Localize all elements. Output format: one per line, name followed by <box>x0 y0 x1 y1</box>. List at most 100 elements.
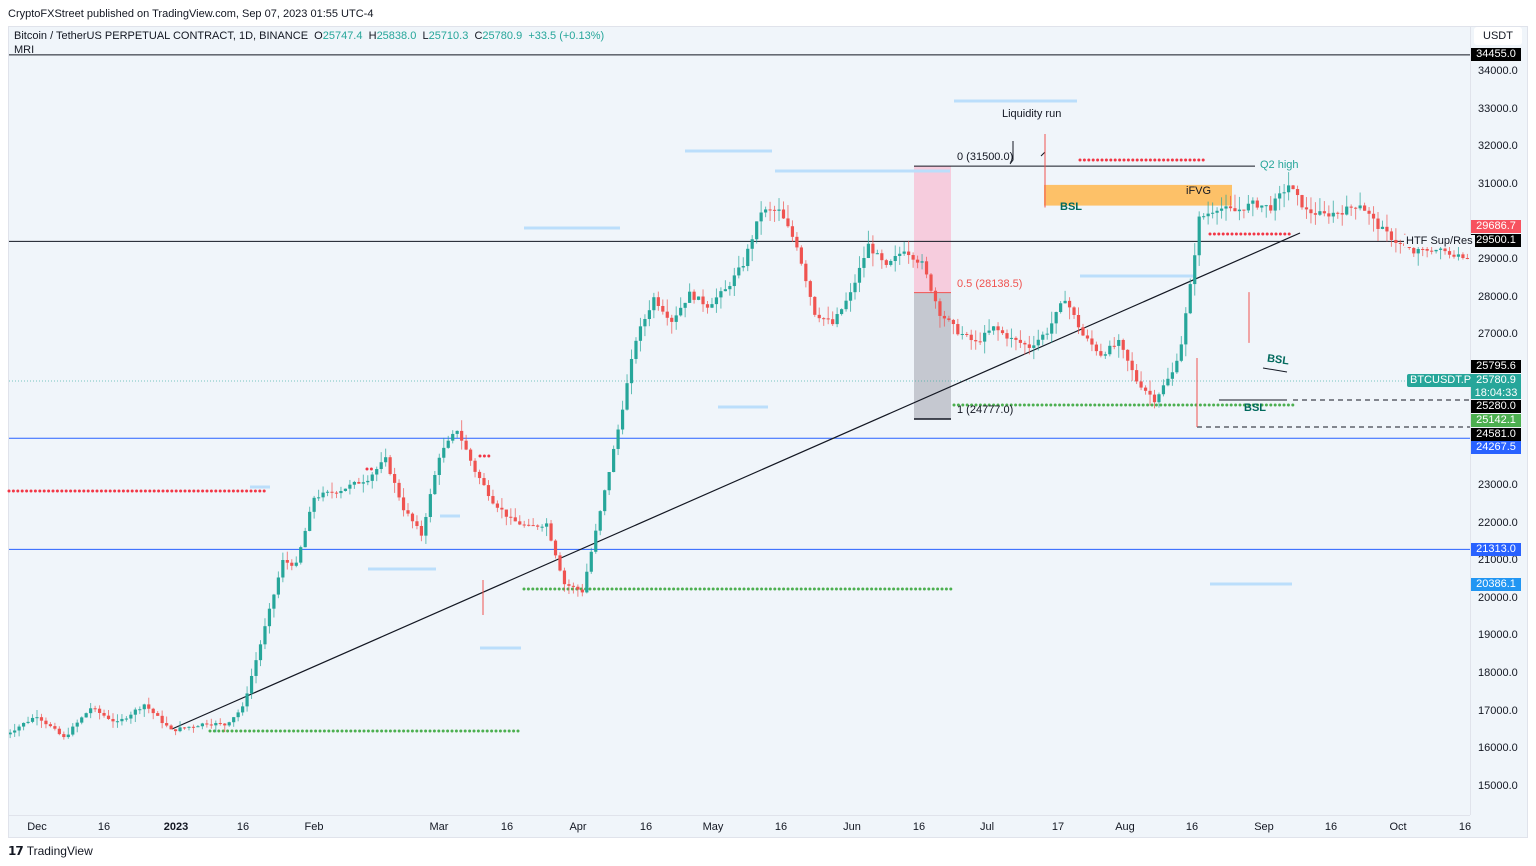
candle-body <box>589 551 593 572</box>
candle-body <box>1322 211 1326 214</box>
green-dotted-level <box>494 729 498 733</box>
red-dotted-level <box>117 489 121 493</box>
candle-body <box>817 314 821 319</box>
time-tick: Feb <box>304 821 324 833</box>
candle-body <box>102 712 106 716</box>
candle-body <box>276 577 280 595</box>
red-dotted-level <box>77 489 81 493</box>
green-dotted-level <box>481 729 485 733</box>
green-dotted-level <box>450 729 454 733</box>
green-dotted-level <box>931 587 935 591</box>
green-dotted-level <box>1190 403 1194 407</box>
green-dotted-level <box>1159 403 1163 407</box>
candle-body <box>692 291 696 300</box>
candle-body <box>1237 209 1242 212</box>
red-dotted-level <box>130 489 134 493</box>
candle-body <box>75 722 79 727</box>
green-dotted-level <box>1031 403 1035 407</box>
candle-body <box>840 309 844 315</box>
candle-body <box>1072 307 1076 316</box>
green-dotted-level <box>548 587 552 591</box>
candle-body <box>124 718 128 720</box>
green-dotted-level <box>1176 403 1180 407</box>
candle-body <box>884 260 888 265</box>
red-dotted-level <box>1078 158 1082 162</box>
candle-body <box>321 492 325 498</box>
green-dotted-level <box>856 587 860 591</box>
red-dotted-level <box>42 489 46 493</box>
green-dotted-level <box>970 403 974 407</box>
currency-label[interactable]: USDT <box>1474 27 1522 45</box>
green-dotted-level <box>742 587 746 591</box>
candle-body <box>290 562 294 566</box>
candle-body <box>1452 254 1456 257</box>
green-dotted-level <box>212 729 216 733</box>
candle-body <box>978 341 982 343</box>
candle-body <box>603 490 607 512</box>
candle-body <box>790 226 795 237</box>
candle-body <box>571 585 575 587</box>
candle-body <box>393 474 397 483</box>
candle-body <box>799 247 803 264</box>
candle-body <box>227 722 231 726</box>
candle-body <box>187 726 191 728</box>
green-dotted-level <box>689 587 693 591</box>
red-dotted-level <box>1217 232 1221 236</box>
candle-body <box>670 317 674 322</box>
green-dotted-level <box>531 587 535 591</box>
green-dotted-level <box>1018 403 1022 407</box>
indicator-label[interactable]: MRI <box>14 44 35 56</box>
green-dotted-level <box>353 729 357 733</box>
candle-body <box>983 332 987 342</box>
green-dotted-level <box>230 729 234 733</box>
red-dotted-level <box>1153 158 1157 162</box>
green-dotted-level <box>1110 403 1114 407</box>
green-dotted-level <box>606 587 610 591</box>
green-dotted-level <box>694 587 698 591</box>
time-axis[interactable] <box>8 815 1470 839</box>
candle-body <box>665 311 669 318</box>
candle-body <box>1434 249 1438 252</box>
green-dotted-level <box>349 729 353 733</box>
candle-body <box>1278 193 1282 199</box>
liquidity-run-arrow <box>1040 134 1046 157</box>
candle-body <box>93 708 97 710</box>
candle-body <box>442 447 446 458</box>
red-dotted-level <box>152 489 156 493</box>
candle-body <box>1376 218 1380 229</box>
candle-body <box>616 429 620 449</box>
green-dotted-level <box>1088 403 1092 407</box>
candle-body <box>272 594 276 609</box>
candle-body <box>357 481 361 484</box>
candle-body <box>1380 226 1385 229</box>
red-dotted-level <box>1170 158 1174 162</box>
chart-frame[interactable] <box>8 26 1528 838</box>
tradingview-logo[interactable]: 𝟭𝟳 TradingView <box>8 844 93 858</box>
bsl-label-bottom: BSL <box>1244 402 1266 414</box>
green-dotted-level <box>1168 403 1172 407</box>
green-dotted-level <box>331 729 335 733</box>
green-dotted-level <box>1071 403 1075 407</box>
candle-body <box>303 530 307 548</box>
green-dotted-level <box>261 729 265 733</box>
red-dotted-level <box>174 489 178 493</box>
candle-body <box>1161 385 1166 395</box>
red-dotted-level <box>1270 232 1274 236</box>
green-dotted-level <box>292 729 296 733</box>
candle-body <box>1032 345 1036 348</box>
candle-body <box>1371 213 1376 219</box>
red-dotted-level <box>1126 158 1130 162</box>
time-tick: 16 <box>1324 821 1338 833</box>
candle-body <box>772 209 777 211</box>
candle-body <box>862 258 866 268</box>
ifvg-zone <box>1044 184 1232 206</box>
time-tick: 16 <box>1185 821 1199 833</box>
green-dotted-level <box>1022 403 1026 407</box>
fib-1-label: 1 (24777.0) <box>957 404 1014 416</box>
price-axis[interactable] <box>1470 27 1528 815</box>
green-dotted-level <box>270 729 274 733</box>
green-dotted-level <box>773 587 777 591</box>
candle-body <box>173 729 178 732</box>
candle-body <box>1219 208 1224 211</box>
